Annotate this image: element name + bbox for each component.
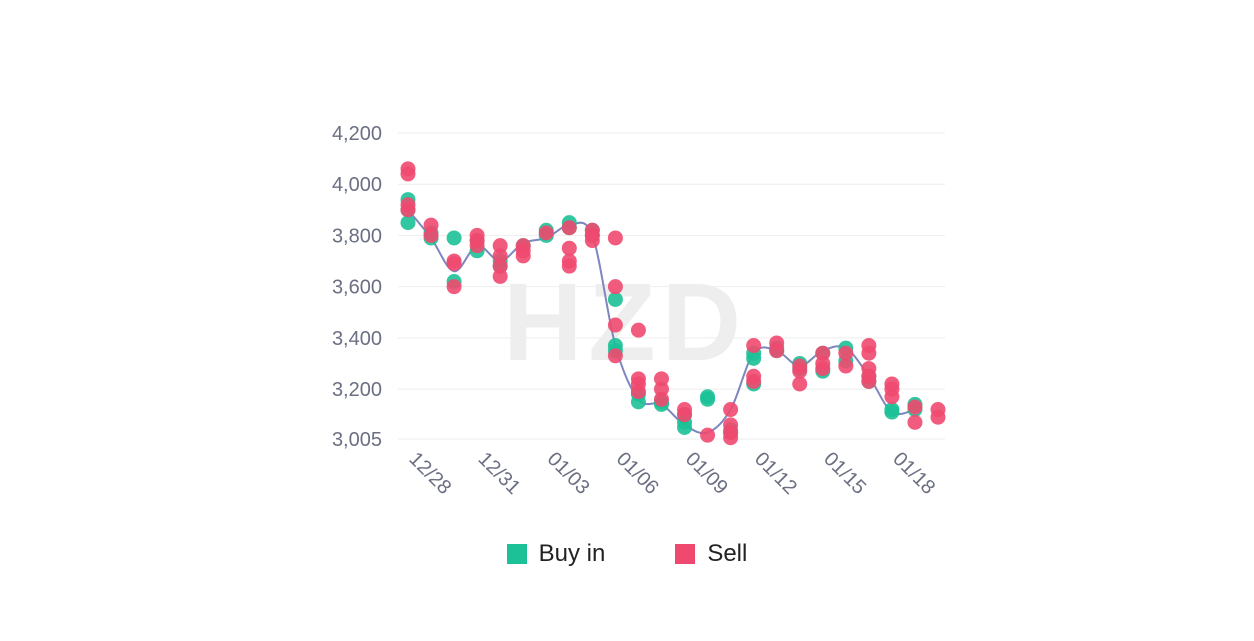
sell-point (792, 363, 808, 379)
x-tick-label: 01/09 (681, 448, 732, 499)
sell-point (630, 322, 646, 338)
sell-point (446, 279, 462, 295)
buy-in-point (884, 402, 900, 418)
buy-in-point (400, 215, 416, 231)
sell-point (907, 414, 923, 430)
y-tick-label: 3,200 (332, 379, 382, 401)
y-tick-label: 3,800 (332, 225, 382, 247)
sell-point (792, 376, 808, 392)
sell-point (746, 373, 762, 389)
x-tick-label: 01/12 (750, 448, 801, 499)
legend: Buy in Sell (0, 540, 1254, 568)
y-tick-label: 4,000 (332, 174, 382, 196)
sell-series (400, 161, 946, 446)
buy-in-swatch (506, 544, 527, 564)
sell-point (400, 166, 416, 182)
legend-item-sell[interactable]: Sell (675, 540, 747, 568)
sell-point (607, 279, 623, 295)
sell-point (607, 348, 623, 364)
sell-point (723, 430, 739, 446)
sell-point (653, 391, 669, 407)
buy-in-point (446, 230, 462, 246)
buy-in-point (607, 291, 623, 307)
sell-point (400, 202, 416, 218)
sell-point (723, 402, 739, 418)
sell-point (861, 373, 877, 389)
watermark: HZD (503, 261, 747, 384)
legend-item-buy-in[interactable]: Buy in (506, 540, 606, 568)
sell-point (746, 338, 762, 354)
sell-point (815, 361, 831, 377)
y-tick-label: 4,200 (332, 123, 382, 145)
sell-point (677, 407, 693, 423)
sell-point (492, 268, 508, 284)
sell-point (884, 389, 900, 405)
x-axis: 12/28 12/31 01/03 01/06 01/09 01/12 01/15 01/18 (404, 448, 939, 499)
x-tick-label: 12/28 (404, 448, 455, 499)
y-tick-label: 3,005 (332, 429, 382, 451)
sell-point (584, 227, 600, 243)
sell-point (930, 409, 946, 425)
sell-point (561, 258, 577, 274)
sell-point (561, 220, 577, 236)
sell-point (700, 427, 716, 443)
sell-point (561, 240, 577, 256)
x-tick-label: 01/06 (612, 448, 663, 499)
sell-point (630, 384, 646, 400)
sell-point (607, 317, 623, 333)
sell-point (861, 345, 877, 361)
sell-point (423, 227, 439, 243)
buy-in-point (700, 391, 716, 407)
sell-point (838, 358, 854, 374)
x-tick-label: 12/31 (474, 448, 525, 499)
x-tick-label: 01/03 (543, 448, 594, 499)
sell-point (469, 238, 485, 254)
x-tick-label: 01/15 (819, 448, 870, 499)
y-tick-label: 3,600 (332, 277, 382, 299)
grid-lines (398, 132, 945, 440)
sell-point (515, 248, 531, 264)
sell-point (538, 225, 554, 241)
sell-point (769, 343, 785, 359)
sell-point (838, 345, 854, 361)
sell-point (907, 399, 923, 415)
sell-swatch (675, 544, 696, 564)
y-axis: 3,005 3,200 3,400 3,600 3,800 4,000 4,200 (332, 123, 382, 451)
legend-label-sell: Sell (707, 540, 748, 567)
sell-point (607, 230, 623, 246)
legend-label-buy-in: Buy in (538, 540, 606, 567)
y-tick-label: 3,400 (332, 328, 382, 350)
sell-point (446, 253, 462, 269)
x-tick-label: 01/18 (888, 448, 939, 499)
